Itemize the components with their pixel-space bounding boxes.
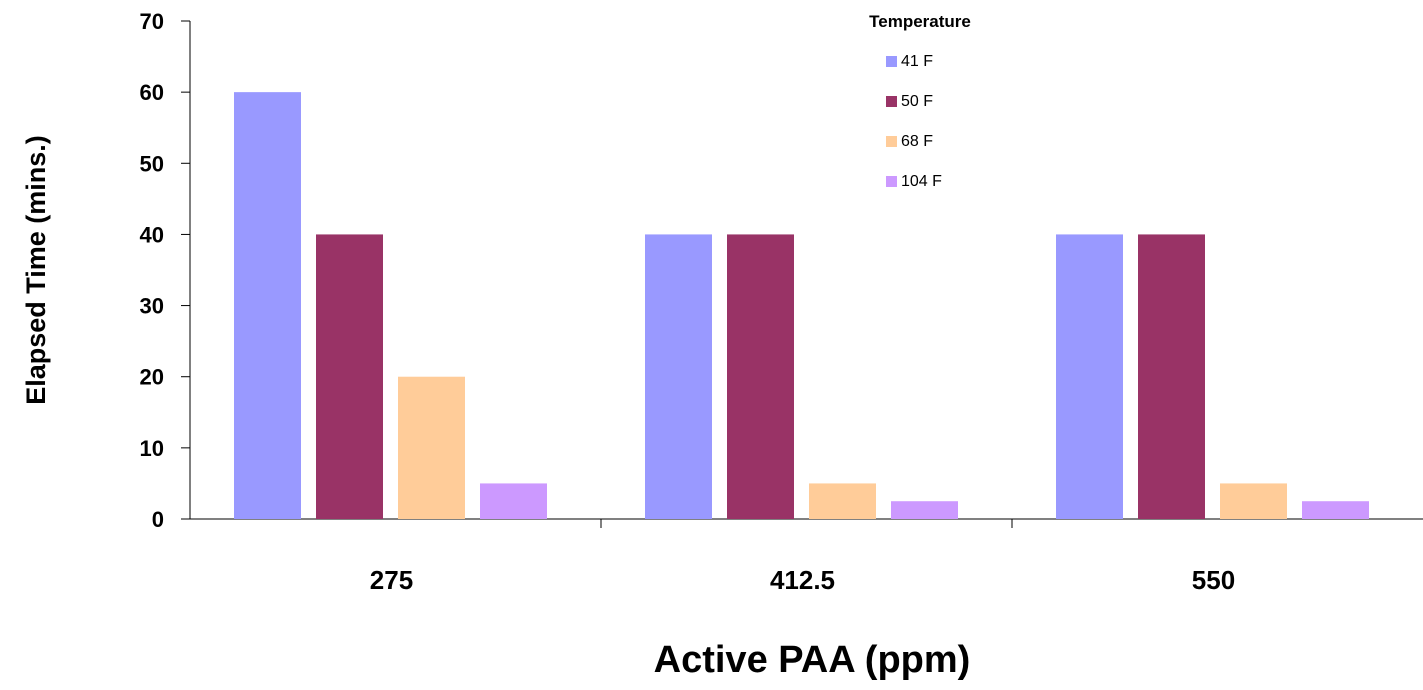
bar-41f-412.5 <box>645 234 712 519</box>
y-tick-label: 70 <box>140 9 164 34</box>
bar-68f-412.5 <box>809 483 876 519</box>
y-tick-label: 10 <box>140 436 164 461</box>
x-category-label: 550 <box>1192 565 1235 595</box>
legend-label: 104 F <box>901 173 942 190</box>
bar-104f-275 <box>480 483 547 519</box>
y-tick-label: 20 <box>140 365 164 390</box>
bar-41f-550 <box>1056 234 1123 519</box>
bar-50f-275 <box>316 234 383 519</box>
legend-label: 50 F <box>901 93 933 110</box>
legend-swatch <box>886 136 897 147</box>
legend-label: 41 F <box>901 53 933 70</box>
bar-41f-275 <box>234 92 301 520</box>
y-tick-label: 30 <box>140 294 164 319</box>
legend-title: Temperature <box>869 12 971 31</box>
x-category-label: 412.5 <box>770 565 835 595</box>
y-tick-label: 40 <box>140 222 164 247</box>
bar-68f-550 <box>1220 483 1287 519</box>
bar-50f-550 <box>1138 234 1205 519</box>
legend-swatch <box>886 56 897 67</box>
legend-swatch <box>886 96 897 107</box>
y-tick-label: 50 <box>140 151 164 176</box>
legend: Temperature 41 F 50 F 68 F 104 F <box>869 12 971 190</box>
y-tick-label: 0 <box>152 507 164 532</box>
bar-104f-550 <box>1302 501 1369 519</box>
x-category-label: 275 <box>370 565 413 595</box>
bar-68f-275 <box>398 376 465 519</box>
legend-swatch <box>886 176 897 187</box>
axes <box>181 20 1423 528</box>
bar-104f-412.5 <box>891 501 958 519</box>
bars <box>234 92 1369 520</box>
x-axis-title: Active PAA (ppm) <box>654 639 971 681</box>
axis-labels: 0 10 20 30 40 50 60 70 275 412.5 550 Active PAA (pp… <box>21 9 1235 681</box>
y-tick-label: 60 <box>140 80 164 105</box>
bar-50f-412.5 <box>727 234 794 519</box>
legend-label: 68 F <box>901 133 933 150</box>
y-axis-title: Elapsed Time (mins.) <box>21 135 51 405</box>
